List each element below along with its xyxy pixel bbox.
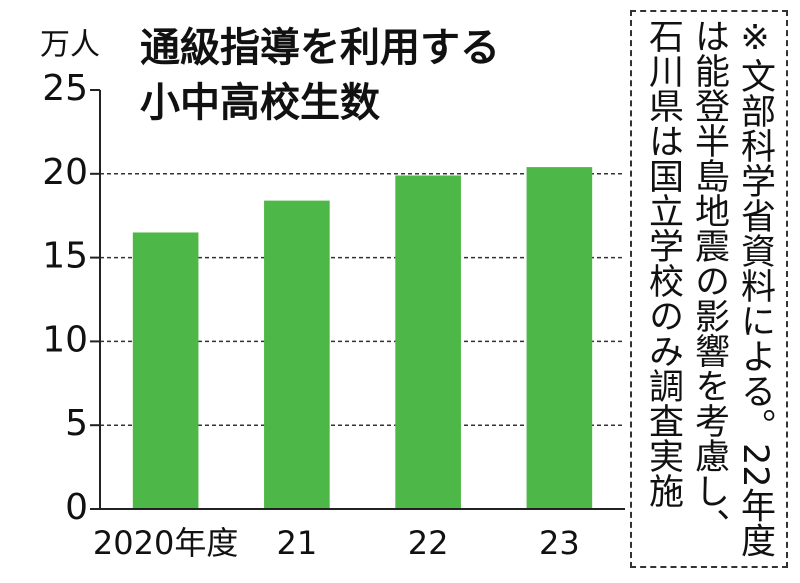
bar [264, 200, 330, 509]
y-tick-label: 5 [65, 403, 88, 444]
y-tick-label: 15 [42, 236, 88, 277]
bar [132, 232, 199, 509]
chart-title: 小中高校生数 [140, 80, 380, 126]
x-tick-label: 21 [277, 524, 318, 562]
y-tick-label: 0 [65, 487, 88, 528]
x-tick-label: 23 [539, 524, 580, 562]
y-tick-label: 10 [42, 319, 88, 360]
y-tick-label: 25 [42, 68, 88, 109]
y-unit: 万人 [40, 28, 100, 63]
x-tick-label: 2020年度 [93, 524, 238, 562]
y-tick-label: 20 [42, 152, 88, 193]
note: ※文部科学省資料による。22年度 は能登半島地震の影響を考慮し、 石川県は国立学… [630, 10, 788, 568]
chart-title: 通級指導を利用する [140, 25, 500, 71]
note-line: 石川県は国立学校のみ調査実施 [643, 18, 683, 508]
note-line: ※文部科学省資料による。22年度 [735, 18, 775, 558]
bar [395, 175, 461, 509]
x-tick-label: 22 [408, 524, 449, 562]
note-line: は能登半島地震の影響を考慮し、 [689, 18, 729, 543]
bar [526, 167, 593, 509]
